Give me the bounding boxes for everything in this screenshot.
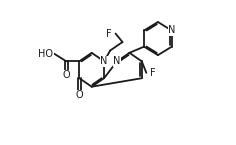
Text: O: O bbox=[76, 90, 83, 100]
Text: N: N bbox=[100, 56, 108, 66]
Text: F: F bbox=[106, 29, 112, 39]
Text: O: O bbox=[63, 70, 70, 80]
Text: F: F bbox=[150, 68, 156, 78]
Text: N: N bbox=[168, 26, 175, 36]
Text: HO: HO bbox=[38, 49, 53, 59]
Text: N: N bbox=[114, 56, 121, 66]
